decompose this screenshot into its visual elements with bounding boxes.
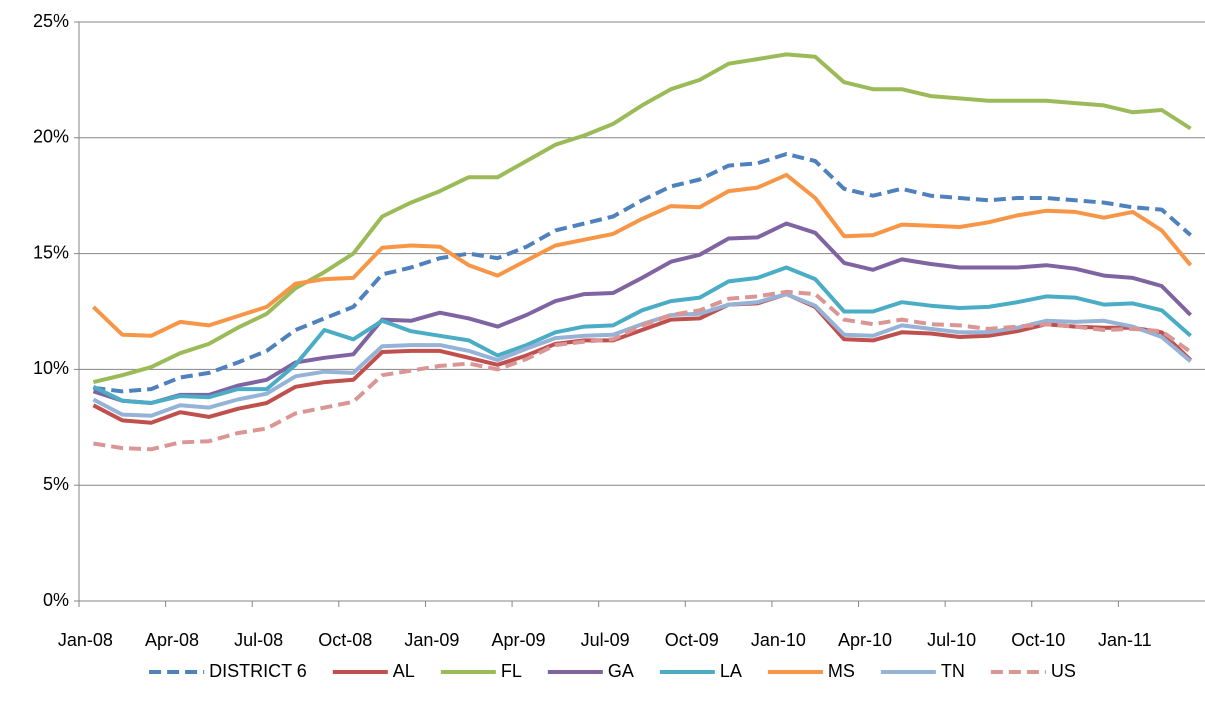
series-line (92, 172, 1193, 338)
x-tick-label: Jul-10 (927, 630, 976, 650)
y-tick-label: 15% (33, 242, 69, 262)
legend: DISTRICT 6 AL FL GA LA MS TN US (149, 661, 1076, 681)
x-tick-label: Oct-09 (665, 630, 719, 650)
x-tick-label: Jan-08 (58, 630, 113, 650)
y-tick-label: 5% (43, 474, 69, 494)
series-line (93, 289, 1192, 452)
y-tick-label: 10% (33, 358, 69, 378)
x-tick-label: Jul-08 (234, 630, 283, 650)
legend-label: LA (720, 661, 742, 681)
legend-label: TN (941, 661, 965, 681)
legend-label: US (1051, 661, 1076, 681)
legend-label: FL (501, 661, 522, 681)
legend-label: MS (828, 661, 855, 681)
series-line (92, 265, 1192, 405)
x-tick-label: Jul-09 (581, 630, 630, 650)
legend-label: DISTRICT 6 (209, 661, 307, 681)
y-tick-label: 20% (33, 127, 69, 147)
x-tick-label: Oct-08 (318, 630, 372, 650)
y-tick-label: 25% (33, 11, 69, 31)
series-line (92, 221, 1193, 405)
series-line (93, 152, 1192, 394)
x-tick-label: Apr-10 (838, 630, 892, 650)
x-tick-label: Apr-08 (145, 630, 199, 650)
legend-label: GA (608, 661, 634, 681)
x-tick-label: Jan-10 (751, 630, 806, 650)
x-tick-label: Jan-09 (404, 630, 459, 650)
series-line (92, 52, 1192, 385)
y-tick-label: 0% (43, 590, 69, 610)
x-tick-label: Apr-09 (491, 630, 545, 650)
x-tick-label: Oct-10 (1011, 630, 1065, 650)
x-tick-label: Jan-11 (1098, 630, 1152, 650)
series-line (92, 292, 1192, 425)
legend-label: AL (393, 661, 415, 681)
